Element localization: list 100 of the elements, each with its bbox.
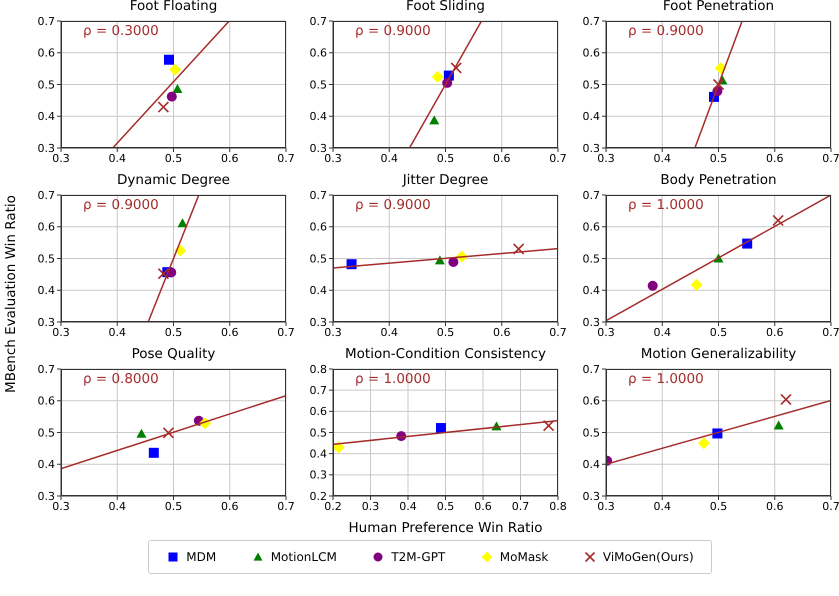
y-tick-label: 0.7 (582, 188, 600, 202)
annotation: ρ = 0.9000 (83, 197, 159, 213)
x-tick-label: 0.5 (164, 326, 182, 339)
x-tick-label: 0.3 (597, 500, 615, 513)
point (429, 115, 440, 124)
x-tick-label: 0.6 (221, 500, 238, 513)
y-tick-label: 0.3 (38, 490, 55, 503)
point (158, 268, 170, 280)
chart-title: Foot Sliding (405, 0, 486, 14)
y-tick-label: 0.5 (582, 252, 600, 266)
y-tick-label: 0.5 (310, 252, 327, 266)
point (148, 448, 159, 458)
chart-title: Motion-Condition Consistency (344, 346, 547, 362)
y-tick-label: 0.6 (310, 46, 327, 60)
x-tick-label: 0.4 (108, 152, 126, 165)
point (712, 78, 724, 90)
point (690, 278, 703, 291)
point (698, 437, 710, 450)
x-tick-label: 0.7 (822, 500, 839, 513)
y-tick-label: 0.7 (582, 362, 600, 376)
x-tick-label: 0.5 (710, 326, 728, 339)
y-tick-label: 0.4 (582, 110, 600, 124)
x-tick-label: 0.7 (277, 326, 295, 339)
y-tick-label: 0.3 (38, 142, 55, 155)
y-tick-label: 0.5 (38, 252, 55, 266)
annotation: ρ = 0.9000 (628, 23, 704, 39)
x-tick-label: 0.7 (277, 500, 295, 513)
y-tick-label: 0.4 (38, 110, 55, 124)
y-tick-label: 0.6 (310, 220, 327, 234)
y-tick-label: 0.5 (582, 426, 600, 440)
x-tick-label: 0.7 (822, 326, 839, 339)
x-tick-label: 0.5 (436, 152, 454, 165)
y-tick-label: 0.7 (582, 14, 600, 28)
x-tick-label: 0.5 (164, 500, 182, 513)
x-tick-label: 0.4 (380, 326, 398, 339)
annotation: ρ = 1.0000 (355, 371, 431, 387)
y-tick-label: 0.4 (310, 448, 327, 461)
x-tick-label: 0.6 (474, 500, 492, 513)
x-tick-label: 0.4 (108, 326, 126, 339)
y-tick-label: 0.6 (582, 394, 600, 408)
legend-label: MotionLCM (270, 550, 337, 564)
y-tick-label: 0.4 (582, 458, 600, 472)
x-tick-label: 0.6 (221, 326, 238, 339)
y-tick-label: 0.3 (582, 316, 600, 329)
point (164, 54, 174, 65)
x-tick-label: 0.4 (654, 152, 671, 165)
y-tick-label: 0.7 (38, 14, 55, 28)
y-tick-label: 0.7 (310, 384, 327, 398)
chart-title: Motion Generalizability (640, 346, 798, 362)
x-tick-label: 0.5 (436, 326, 454, 339)
x-tick-label: 0.5 (436, 500, 454, 513)
y-axis-title: MBench Evaluation Win Ratio (3, 194, 19, 392)
x-tick-label: 0.3 (52, 152, 70, 165)
y-tick-label: 0.5 (310, 78, 327, 92)
point (172, 84, 182, 93)
point (136, 428, 146, 438)
chart-title: Body Penetration (659, 172, 778, 188)
y-tick-label: 0.7 (38, 188, 55, 202)
point (166, 92, 177, 102)
point (448, 256, 458, 267)
annotation: ρ = 0.9000 (355, 197, 431, 213)
x-tick-label: 0.5 (710, 152, 728, 165)
annotation: ρ = 1.0000 (628, 197, 704, 213)
x-tick-label: 0.5 (710, 500, 728, 513)
x-tick-label: 0.7 (822, 152, 839, 165)
x-tick-label: 0.4 (654, 500, 671, 513)
point (512, 243, 524, 255)
x-tick-label: 0.4 (654, 326, 671, 339)
point (772, 214, 784, 226)
annotation: ρ = 0.9000 (355, 23, 431, 39)
annotation: ρ = 1.0000 (628, 371, 704, 387)
chart-title: Jitter Degree (401, 172, 490, 188)
x-tick-label: 0.6 (221, 152, 238, 165)
x-tick-label: 0.8 (549, 500, 567, 513)
y-tick-label: 0.4 (38, 458, 55, 472)
x-tick-label: 0.7 (549, 152, 567, 165)
point (780, 394, 792, 406)
y-tick-label: 0.6 (310, 405, 327, 418)
x-tick-label: 0.2 (324, 500, 342, 513)
point (158, 101, 170, 113)
y-tick-label: 0.6 (582, 220, 600, 234)
legend-label: MoMask (500, 550, 548, 564)
chart-title: Pose Quality (130, 346, 216, 362)
point (162, 427, 174, 439)
y-tick-label: 0.3 (310, 468, 327, 482)
point (774, 420, 784, 430)
point (436, 423, 446, 434)
x-tick-label: 0.3 (362, 500, 380, 513)
x-tick-label: 0.4 (380, 152, 398, 165)
chart-title: Foot Penetration (662, 0, 776, 14)
legend-label: MDM (186, 550, 216, 564)
x-tick-label: 0.3 (597, 326, 615, 339)
x-tick-label: 0.7 (549, 326, 567, 339)
y-tick-label: 0.4 (310, 110, 327, 124)
y-tick-label: 0.4 (310, 284, 327, 298)
y-tick-label: 0.5 (582, 78, 600, 92)
y-tick-label: 0.7 (310, 188, 327, 202)
chart-title: Dynamic Degree (116, 172, 231, 188)
y-tick-label: 0.5 (38, 426, 55, 440)
x-tick-label: 0.3 (597, 152, 615, 165)
